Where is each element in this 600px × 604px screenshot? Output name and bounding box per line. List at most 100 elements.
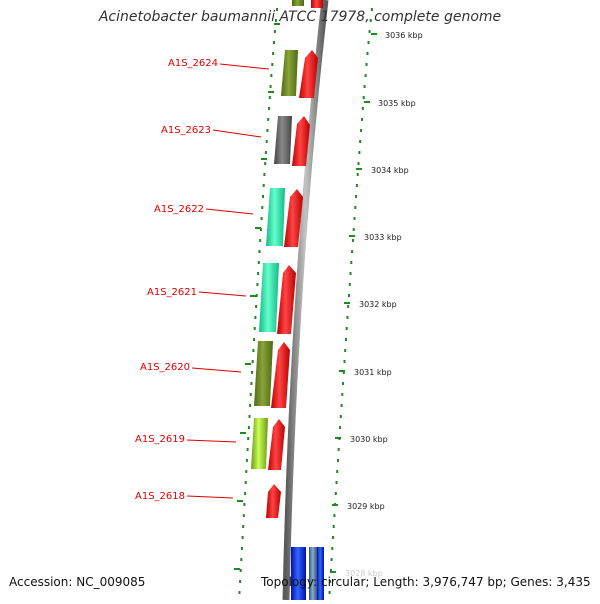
gene-block-blue[interactable] xyxy=(291,547,306,600)
kbp-tick-label: 3028 kbp xyxy=(345,569,383,578)
gene-block[interactable] xyxy=(266,188,285,246)
scale-dot xyxy=(245,459,248,462)
gene-A1S_2623[interactable]: A1S_2623 xyxy=(161,116,310,166)
gene-arrow[interactable] xyxy=(292,116,310,166)
gene-block-blue[interactable] xyxy=(317,547,324,600)
scale-dot xyxy=(274,19,277,22)
gene-arrow[interactable] xyxy=(268,419,285,470)
scale-dot xyxy=(255,305,258,308)
scale-dot xyxy=(355,195,358,198)
scale-dot xyxy=(339,426,342,429)
scale-dot xyxy=(267,118,270,121)
gene-label-leader xyxy=(186,495,234,499)
scale-dot xyxy=(362,96,365,99)
gene-A1S_2619[interactable]: A1S_2619 xyxy=(135,418,285,470)
scale-dot xyxy=(365,63,368,66)
gene-arrow[interactable] xyxy=(299,50,318,98)
gene-arrow[interactable] xyxy=(266,484,281,518)
gene-block-steel[interactable] xyxy=(309,547,317,600)
gene-label-leader xyxy=(191,367,242,373)
scale-dot xyxy=(351,250,354,253)
kbp-tick-label: 3031 kbp xyxy=(354,368,392,377)
scale-dot xyxy=(257,261,260,264)
scale-dot xyxy=(265,140,268,143)
gene-feature-partial-top[interactable] xyxy=(292,0,304,6)
kbp-scale: 3036 kbp 3035 kbp 3034 kbp 3033 kbp 3032… xyxy=(330,31,423,578)
accession-text: Accession: NC_009085 xyxy=(9,575,146,589)
gene-label-leader xyxy=(219,63,270,70)
scale-dot xyxy=(335,481,338,484)
gene-label[interactable]: A1S_2618 xyxy=(135,491,185,502)
gene-A1S_2620[interactable]: A1S_2620 xyxy=(140,341,290,408)
topology-text: Topology: circular; Length: 3,976,747 bp… xyxy=(261,575,591,589)
scale-dot xyxy=(331,547,334,550)
scale-dot xyxy=(246,448,249,451)
scale-dot xyxy=(273,41,275,44)
gene-block[interactable] xyxy=(254,341,273,406)
gene-block[interactable] xyxy=(274,116,292,164)
scale-dots-outer xyxy=(328,8,373,594)
scale-dot xyxy=(242,514,245,517)
gene-label[interactable]: A1S_2620 xyxy=(140,362,190,373)
gene-block[interactable] xyxy=(259,263,279,332)
scale-dot xyxy=(239,580,242,583)
scale-dot xyxy=(257,272,260,275)
scale-dot xyxy=(250,382,253,385)
genome-backbone xyxy=(282,0,329,601)
scale-dot xyxy=(353,217,356,220)
scale-dot xyxy=(245,470,248,473)
scale-dot xyxy=(248,415,251,418)
map-title: Acinetobacter baumannii ATCC 17978, comp… xyxy=(98,9,502,25)
gene-A1S_2624[interactable]: A1S_2624 xyxy=(168,50,318,98)
scale-dot xyxy=(368,30,371,33)
scale-dot xyxy=(249,404,252,407)
scale-dot xyxy=(259,239,262,242)
gene-block[interactable] xyxy=(281,50,298,96)
scale-dot xyxy=(359,140,362,143)
scale-dot xyxy=(356,173,359,176)
scale-dot xyxy=(343,360,346,363)
scale-dot xyxy=(364,74,367,77)
scale-dot xyxy=(259,228,262,231)
scale-dot xyxy=(251,371,254,374)
gene-label[interactable]: A1S_2623 xyxy=(161,125,211,136)
gene-feature-partial-bottom[interactable] xyxy=(291,547,324,600)
gene-arrow[interactable] xyxy=(271,342,290,408)
scale-dot xyxy=(363,85,366,88)
gene-label[interactable]: A1S_2624 xyxy=(168,58,218,69)
scale-dot xyxy=(357,162,360,165)
gene-A1S_2622[interactable]: A1S_2622 xyxy=(154,188,303,247)
scale-dot xyxy=(370,8,373,11)
gene-label[interactable]: A1S_2619 xyxy=(135,434,185,445)
scale-dot xyxy=(369,19,372,22)
gene-label[interactable]: A1S_2621 xyxy=(147,287,197,298)
scale-dot xyxy=(241,536,244,539)
gene-arrow[interactable] xyxy=(277,265,296,334)
scale-dot xyxy=(350,261,353,264)
scale-dot xyxy=(264,151,267,154)
gene-feature-partial-top[interactable] xyxy=(311,0,323,8)
scale-dot xyxy=(333,514,336,517)
scale-dot xyxy=(345,338,347,341)
scale-dot xyxy=(243,503,246,506)
scale-dot xyxy=(346,316,349,319)
gene-block[interactable] xyxy=(251,418,268,469)
scale-dot xyxy=(244,481,247,484)
scale-dot xyxy=(270,74,273,77)
scale-dot xyxy=(247,437,250,440)
gene-label[interactable]: A1S_2622 xyxy=(154,204,204,215)
scale-dot xyxy=(256,283,259,286)
scale-dot xyxy=(258,250,261,253)
scale-dot xyxy=(276,8,278,11)
gene-A1S_2621[interactable]: A1S_2621 xyxy=(147,263,296,334)
gene-arrow[interactable] xyxy=(284,189,303,247)
scale-dot xyxy=(336,470,339,473)
scale-dot xyxy=(360,129,363,132)
scale-dot xyxy=(340,404,343,407)
gene-A1S_2618[interactable]: A1S_2618 xyxy=(135,484,281,518)
scale-dot xyxy=(334,492,337,495)
scale-dot xyxy=(240,547,243,550)
scale-dot xyxy=(337,448,340,451)
scale-dot xyxy=(262,195,264,198)
